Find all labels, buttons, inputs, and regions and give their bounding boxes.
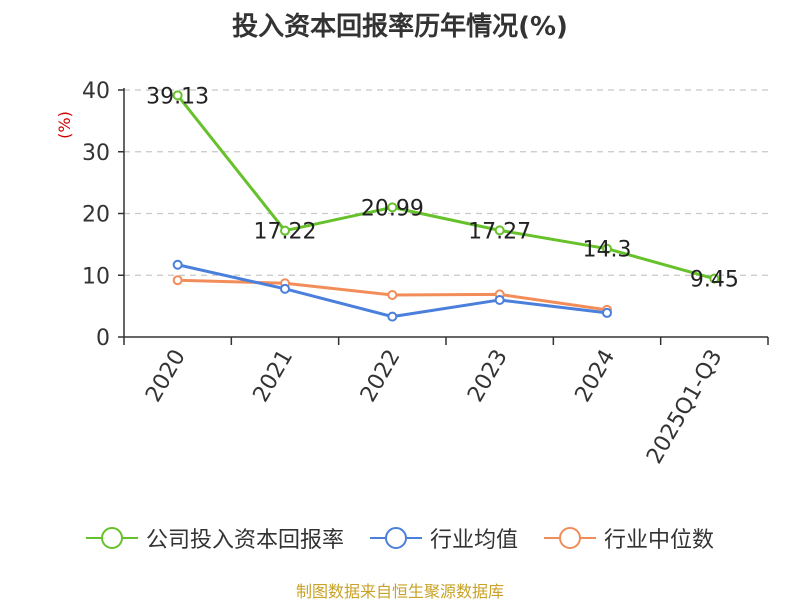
x-tick-label: 2022 (356, 346, 406, 407)
y-tick-label: 0 (96, 326, 110, 351)
data-label: 17.27 (468, 219, 531, 244)
chart-title: 投入资本回报率历年情况(%) (232, 12, 568, 42)
data-point (387, 311, 398, 322)
x-tick-label: 2020 (141, 346, 191, 407)
data-label: 39.13 (146, 84, 209, 109)
data-point (602, 243, 612, 254)
data-label: 14.3 (583, 238, 632, 263)
data-source-note: 制图数据来自恒生聚源数据库 (295, 582, 504, 601)
data-point (387, 202, 398, 213)
legend-label: 行业均值 (429, 528, 518, 553)
legend-item: 行业中位数 (544, 522, 714, 554)
data-point (494, 294, 505, 305)
x-tick-label: 2024 (571, 346, 621, 407)
data-point (387, 290, 398, 301)
data-label: 20.99 (361, 196, 424, 221)
y-axis-unit-label: (%) (55, 111, 74, 139)
data-label: 9.45 (690, 268, 739, 293)
legend-swatch (369, 527, 422, 549)
data-point (709, 273, 720, 284)
legend: 公司投入资本回报率 行业均值 行业中位数 (0, 518, 800, 558)
data-point (172, 275, 183, 286)
x-tick-label: 2023 (463, 345, 513, 406)
y-tick-label: 30 (82, 141, 110, 166)
legend-label: 行业中位数 (604, 528, 715, 553)
y-tick-label: 40 (82, 79, 110, 104)
y-tick-label: 20 (82, 203, 110, 228)
data-point (602, 307, 612, 318)
data-point (280, 283, 290, 294)
data-point (494, 225, 505, 236)
legend-label: 公司投入资本回报率 (145, 528, 344, 553)
legend-swatch (544, 527, 596, 549)
data-point (172, 90, 183, 101)
data-point (280, 225, 290, 236)
x-tick-label: 2021 (249, 346, 299, 407)
y-tick-label: 10 (82, 264, 110, 289)
legend-item: 行业均值 (369, 522, 518, 554)
series-line (176, 94, 715, 281)
data-point (172, 259, 183, 270)
legend-item: 公司投入资本回报率 (85, 522, 344, 554)
data-label: 17.22 (254, 220, 317, 245)
x-tick-label: 2025Q1-Q3 (642, 346, 727, 469)
legend-swatch (85, 527, 138, 549)
